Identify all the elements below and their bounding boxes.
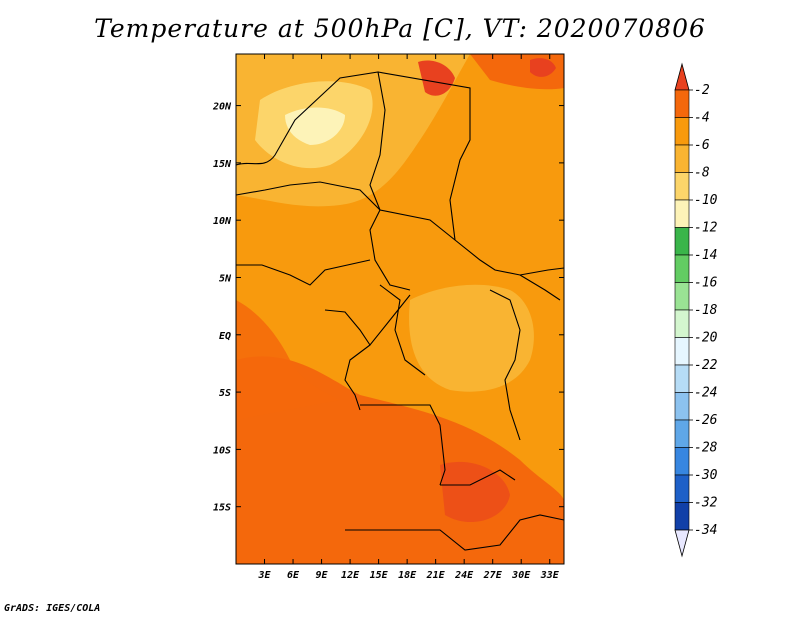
colorbar-label: -28	[694, 441, 718, 456]
country-border-5	[324, 294, 411, 346]
colorbar-label: -6	[694, 138, 710, 153]
colorbar-segment	[674, 502, 690, 531]
colorbar-label: -30	[694, 468, 718, 483]
colorbar-segment	[674, 447, 690, 476]
colorbar-label: -16	[694, 276, 718, 291]
country-border-4	[236, 259, 371, 286]
region-zambia-hot	[440, 461, 510, 523]
x-tick-label: 15E	[370, 570, 389, 581]
grads-credit: GrADS: IGES/COLA	[4, 603, 101, 614]
colorbar-label: -22	[694, 358, 718, 373]
chart-title: Temperature at 500hPa [C], VT: 202007080…	[94, 14, 706, 43]
region-east-central-cool	[409, 284, 534, 392]
country-border-10	[489, 289, 521, 441]
colorbar-segment	[674, 227, 690, 256]
y-tick-label: EQ	[219, 331, 231, 342]
region-west-coast	[236, 300, 340, 420]
country-border-8	[345, 514, 564, 551]
y-tick-label: 15S	[213, 503, 231, 514]
colorbar-label: -4	[694, 111, 710, 126]
colorbar-label: -26	[694, 413, 718, 428]
x-tick-label: 3E	[257, 570, 271, 581]
colorbar-segment	[674, 419, 690, 448]
y-tick-label: 15N	[213, 159, 232, 170]
x-tick-label: 27E	[483, 570, 503, 581]
x-tick-label: 21E	[426, 570, 446, 581]
colorbar-label: -14	[694, 248, 717, 263]
x-tick-label: 30E	[511, 570, 531, 581]
y-tick-label: 10S	[213, 445, 231, 456]
y-tick-label: 5S	[219, 388, 231, 399]
country-border-0	[236, 71, 386, 211]
map-frame	[235, 53, 565, 565]
colorbar-label: -34	[694, 523, 717, 538]
colorbar-segment	[674, 474, 690, 503]
colorbar-label: -10	[694, 193, 718, 208]
colorbar-bottom-arrow	[674, 529, 690, 558]
x-tick-label: 9E	[316, 570, 329, 581]
colorbar-segment	[674, 282, 690, 311]
x-axis: 3E 6E 9E 12E 15E 18E 21E 24E 27E 30E 33E	[257, 54, 560, 581]
colorbar-segment	[674, 254, 690, 283]
colorbar-label: -12	[694, 221, 718, 236]
x-tick-label: 6E	[287, 570, 300, 581]
x-tick-label: 12E	[341, 570, 360, 581]
region-sahara-coolest	[285, 107, 345, 145]
y-axis: 20N 15N 10N 5N EQ 5S 10S 15S	[212, 102, 564, 514]
country-border-7	[360, 404, 446, 486]
region-libya-hot	[418, 60, 455, 96]
colorbar-top-arrow	[674, 62, 690, 91]
country-border-1	[377, 71, 471, 241]
colorbar-segment	[674, 392, 690, 421]
country-border-2	[236, 181, 411, 291]
colorbar-label: -18	[694, 303, 718, 318]
country-border-11	[519, 274, 561, 301]
country-border-12	[379, 284, 426, 376]
country-borders	[236, 71, 564, 551]
colorbar-segment	[674, 199, 690, 228]
colorbar-segment	[674, 364, 690, 393]
colorbar-segment	[674, 144, 690, 173]
colorbar-label: -24	[694, 386, 717, 401]
colorbar-segment	[674, 117, 690, 146]
colorbar-label: -32	[694, 496, 718, 511]
y-tick-label: 10N	[213, 216, 232, 227]
y-tick-label: 5N	[219, 273, 232, 284]
country-border-6	[344, 344, 371, 411]
temperature-map	[236, 54, 564, 564]
colorbar-label: -20	[694, 331, 718, 346]
y-tick-label: 20N	[212, 102, 232, 113]
colorbar-segment	[674, 89, 690, 118]
colorbar-segment	[674, 172, 690, 201]
x-tick-label: 18E	[398, 570, 417, 581]
colorbar-label: -8	[694, 166, 710, 181]
colorbar: -2 -4 -6 -8 -10 -12 -14 -16 -18 -20 -22 -24 -26 -28 -3…	[674, 62, 718, 558]
colorbar-label: -2	[694, 83, 710, 98]
x-tick-label: 24E	[454, 570, 474, 581]
colorbar-segment	[674, 309, 690, 338]
country-border-3	[379, 209, 564, 276]
region-nile-hot	[530, 58, 556, 77]
colorbar-segment	[674, 337, 690, 366]
country-border-9	[440, 469, 516, 486]
x-tick-label: 33E	[540, 570, 560, 581]
